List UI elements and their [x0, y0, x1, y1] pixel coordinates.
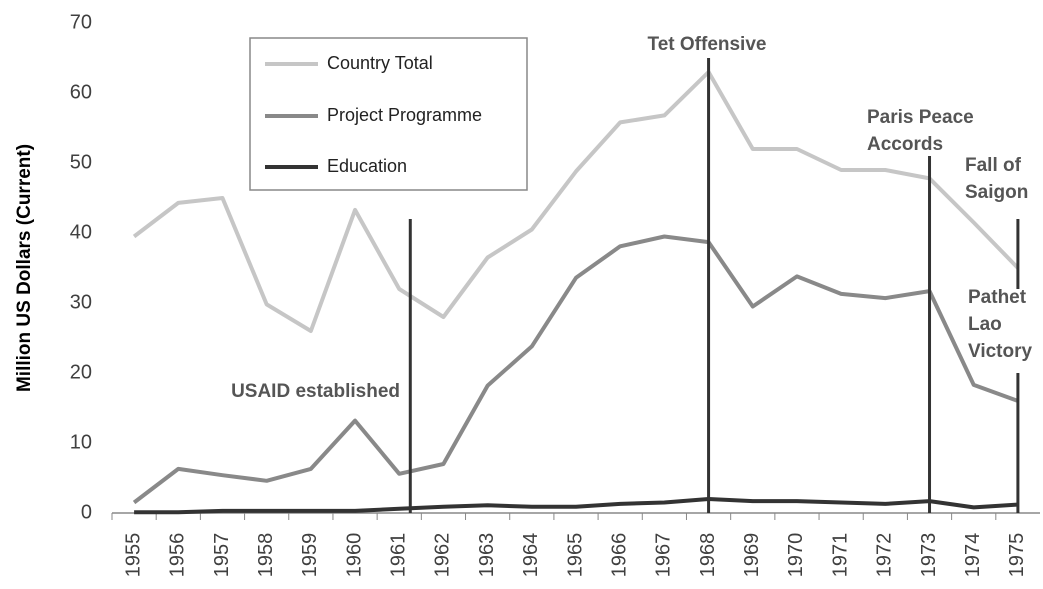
- legend-label: Country Total: [327, 53, 433, 73]
- x-tick-label: 1958: [255, 533, 277, 578]
- legend-label: Education: [327, 156, 407, 176]
- x-tick-label: 1964: [520, 533, 542, 578]
- y-tick-label: 40: [70, 221, 92, 243]
- x-tick-label: 1972: [874, 533, 896, 578]
- x-tick-label: 1962: [432, 533, 454, 578]
- x-tick-label: 1966: [608, 533, 630, 578]
- x-tick-label: 1959: [299, 533, 321, 578]
- annotation: Fall of: [965, 155, 1022, 176]
- series-line: [132, 234, 1019, 505]
- x-tick-label: 1961: [388, 533, 410, 578]
- legend-label: Project Programme: [327, 105, 482, 125]
- x-tick-label: 1957: [211, 533, 233, 578]
- x-tick-label: 1963: [476, 533, 498, 578]
- y-axis-label: Million US Dollars (Current): [14, 144, 35, 392]
- series-line: [134, 497, 1019, 515]
- annotation: Victory: [968, 341, 1033, 362]
- y-tick-label: 30: [70, 291, 92, 313]
- y-tick-label: 60: [70, 81, 92, 103]
- x-tick-label: 1975: [1006, 533, 1028, 578]
- x-tick-label: 1968: [697, 533, 719, 578]
- annotation: Tet Offensive: [648, 34, 767, 55]
- series-line: [132, 70, 1020, 333]
- annotation: Accords: [867, 134, 943, 155]
- x-tick-label: 1970: [785, 533, 807, 578]
- y-tick-label: 70: [70, 11, 92, 33]
- x-tick-label: 1965: [564, 533, 586, 578]
- x-tick-label: 1969: [741, 533, 763, 578]
- x-tick-label: 1955: [122, 533, 144, 578]
- annotation: Lao: [968, 314, 1002, 335]
- annotation: Saigon: [965, 182, 1028, 203]
- annotation: USAID established: [231, 381, 400, 402]
- y-tick-label: 0: [81, 501, 92, 523]
- x-tick-label: 1974: [962, 533, 984, 578]
- x-tick-label: 1967: [653, 533, 675, 578]
- annotation: Paris Peace: [867, 107, 974, 128]
- annotation: Pathet: [968, 287, 1027, 308]
- x-tick-label: 1973: [918, 533, 940, 578]
- y-tick-label: 50: [70, 151, 92, 173]
- y-tick-label: 20: [70, 361, 92, 383]
- y-tick-label: 10: [70, 431, 92, 453]
- x-tick-label: 1971: [829, 533, 851, 578]
- x-tick-label: 1960: [343, 533, 365, 578]
- x-tick-label: 1956: [167, 533, 189, 578]
